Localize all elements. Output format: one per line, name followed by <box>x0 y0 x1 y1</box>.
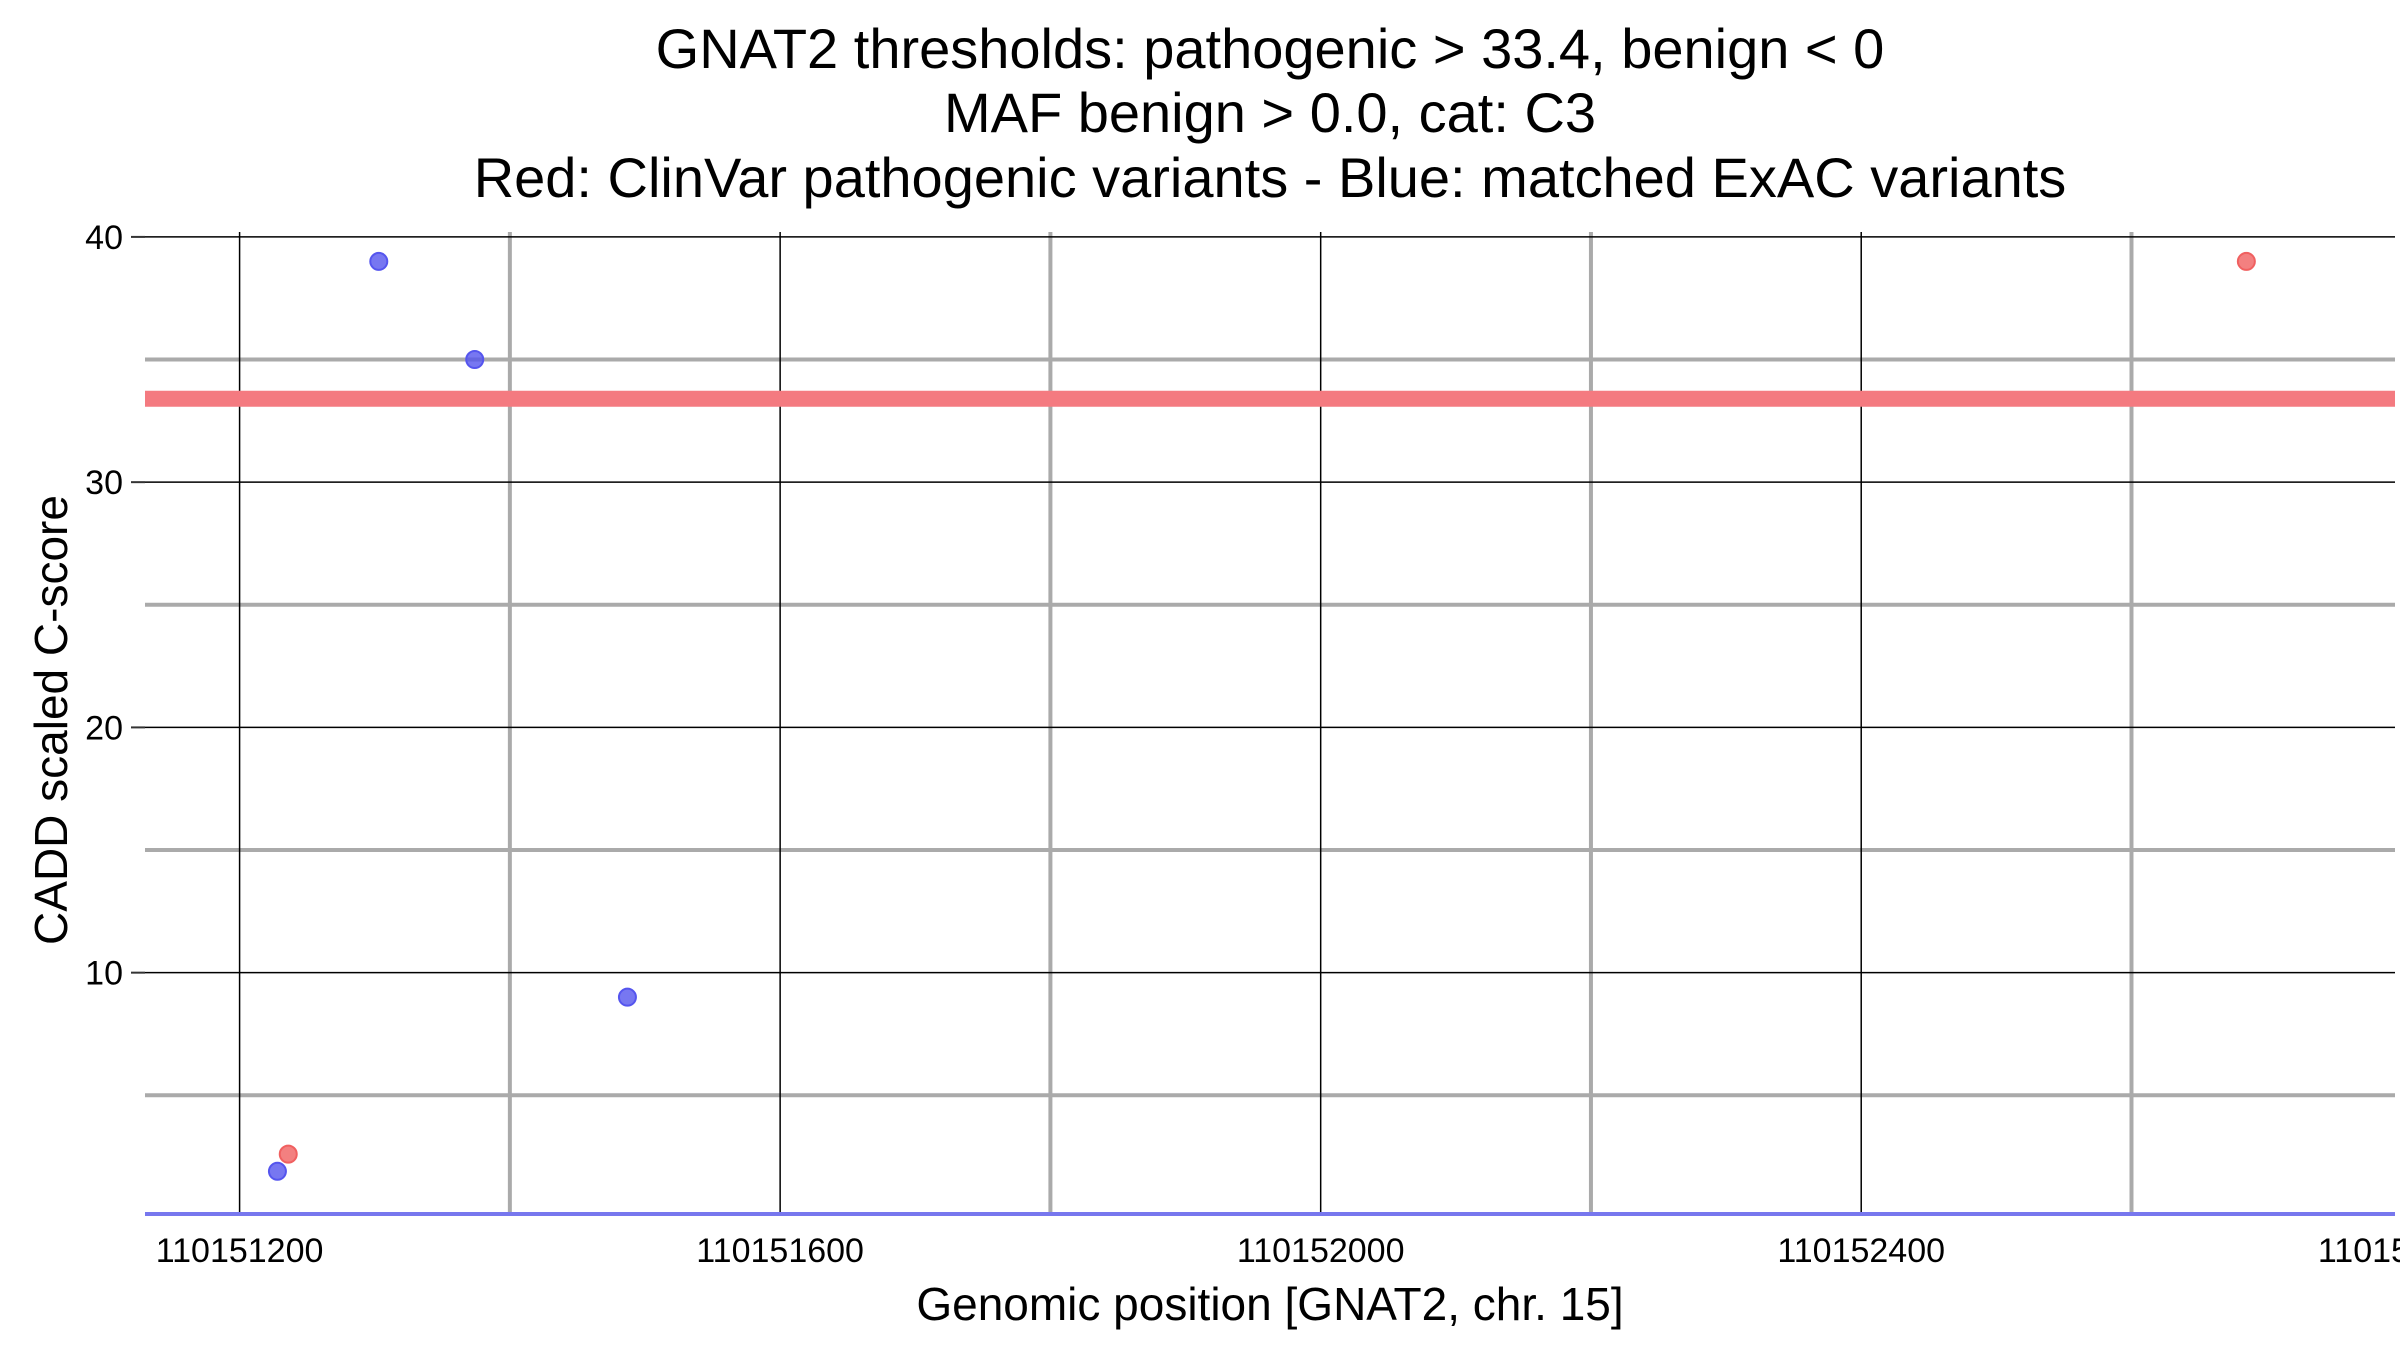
grid-layer <box>145 232 2395 1213</box>
chart-title-line-1: GNAT2 thresholds: pathogenic > 33.4, ben… <box>655 17 1885 80</box>
point-layer <box>267 251 2256 1181</box>
data-point <box>617 987 637 1007</box>
data-point <box>278 1144 298 1164</box>
x-tick-label: 110152000 <box>1237 1232 1405 1270</box>
data-point <box>465 350 485 370</box>
x-tick-label: 110151200 <box>156 1232 324 1270</box>
x-tick-label: 110152800 <box>2318 1232 2400 1270</box>
x-tick-label: 110152400 <box>1777 1232 1945 1270</box>
chart-title-line-3: Red: ClinVar pathogenic variants - Blue:… <box>473 146 2067 209</box>
data-point <box>267 1161 287 1181</box>
chart-title-line-2: MAF benign > 0.0, cat: C3 <box>943 81 1597 144</box>
y-tick-label: 30 <box>85 464 123 502</box>
data-point <box>2236 251 2256 271</box>
data-point <box>369 251 389 271</box>
y-tick-label: 40 <box>85 219 123 257</box>
y-tick-label: 20 <box>85 709 123 747</box>
y-tick-label: 10 <box>85 955 123 993</box>
x-axis-title: Genomic position [GNAT2, chr. 15] <box>916 1278 1623 1330</box>
threshold-layer <box>145 390 2395 1216</box>
x-tick-label: 110151600 <box>696 1232 864 1270</box>
y-axis-title: CADD scaled C-score <box>25 495 77 945</box>
axis-layer: 10 20 30 40 110151200 110151600 110152000 11015… <box>85 219 2400 1270</box>
